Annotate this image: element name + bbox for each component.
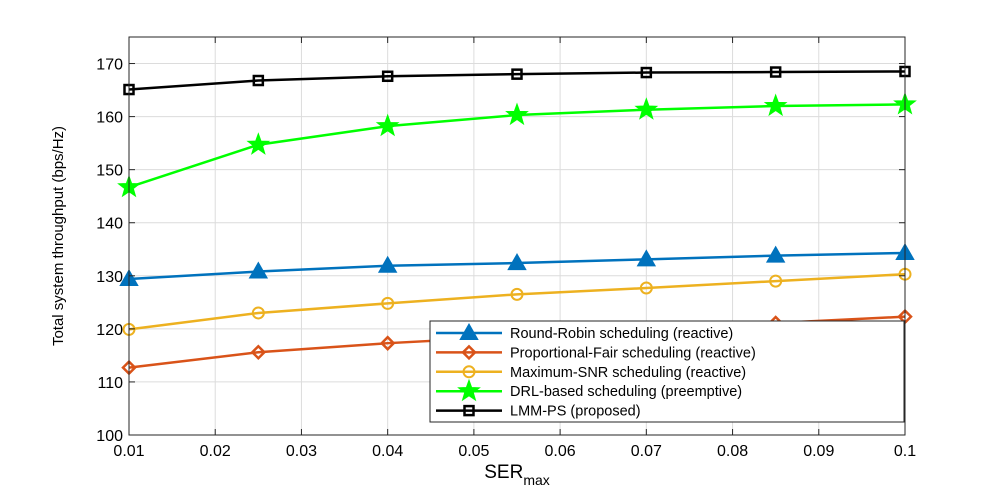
legend-label: LMM-PS (proposed)	[510, 404, 641, 420]
x-tick-label: 0.1	[894, 443, 916, 460]
data-point	[769, 274, 783, 288]
y-tick-label: 140	[96, 216, 123, 233]
legend: Round-Robin scheduling (reactive) Proport…	[429, 320, 905, 423]
y-tick-label: 100	[96, 428, 123, 445]
data-point	[381, 70, 394, 83]
series-4	[117, 91, 917, 198]
x-tick-label: 0.03	[286, 443, 317, 460]
y-tick-label: 160	[96, 110, 123, 127]
legend-label: Round-Robin scheduling (reactive)	[510, 326, 733, 342]
data-point	[375, 113, 400, 137]
y-tick-label: 110	[97, 375, 123, 392]
data-point	[511, 68, 523, 80]
legend-label: DRL-based scheduling (preemptive)	[510, 384, 742, 400]
legend-marker	[457, 378, 481, 402]
legend-marker	[461, 344, 477, 361]
data-point	[636, 249, 657, 267]
x-axis-label-main: SER	[484, 462, 523, 483]
legend-marker	[459, 322, 479, 340]
data-point	[639, 281, 653, 295]
x-tick-label: 0.06	[545, 443, 576, 460]
axis-ticks: 0.01 0.02 0.03 0.04 0.05 0.06 0.07 0.08 0.09 0.1 1…	[96, 37, 916, 460]
x-tick-label: 0.01	[113, 443, 144, 460]
legend-entry: DRL-based scheduling (preemptive)	[436, 378, 742, 402]
x-tick-label: 0.04	[372, 443, 403, 460]
data-point	[634, 97, 659, 120]
series-5	[123, 65, 911, 96]
x-tick-label: 0.05	[458, 443, 489, 460]
data-point	[769, 66, 782, 78]
data-point	[505, 102, 529, 126]
y-axis-label: Total system throughput (bps/Hz)	[50, 126, 67, 346]
plot-frame	[128, 36, 906, 436]
series-line	[128, 70, 906, 91]
data-point	[510, 287, 524, 301]
data-point	[251, 306, 265, 320]
y-tick-label: 150	[96, 163, 123, 180]
data-point	[252, 74, 265, 87]
series-3	[122, 267, 912, 336]
data-point	[765, 245, 786, 263]
y-tick-label: 130	[96, 269, 123, 286]
legend-marker	[462, 365, 476, 379]
data-point	[640, 66, 653, 79]
legend-label: Maximum-SNR scheduling (reactive)	[510, 365, 746, 381]
data-point	[377, 255, 398, 273]
x-tick-label: 0.08	[717, 443, 748, 460]
x-tick-label: 0.07	[631, 443, 662, 460]
legend-box	[429, 320, 905, 423]
data-point	[248, 261, 269, 279]
data-point	[250, 344, 267, 360]
legend-entry: Proportional-Fair scheduling (reactive)	[436, 344, 756, 361]
legend-entry: Round-Robin scheduling (reactive)	[436, 322, 733, 342]
data-point	[763, 93, 788, 117]
series-1	[119, 242, 915, 286]
legend-marker	[463, 404, 475, 417]
legend-label: Proportional-Fair scheduling (reactive)	[510, 345, 756, 361]
data-point	[381, 296, 395, 310]
legend-entry: LMM-PS (proposed)	[436, 404, 641, 420]
y-tick-label: 170	[96, 57, 123, 74]
x-tick-label: 0.09	[803, 443, 834, 460]
x-tick-label: 0.02	[200, 443, 231, 460]
legend-entry: Maximum-SNR scheduling (reactive)	[436, 365, 746, 381]
x-axis-label: SERmax	[484, 462, 550, 488]
data-point	[507, 253, 527, 271]
x-axis-label-subscript: max	[523, 472, 549, 488]
data-point	[379, 335, 396, 351]
series-line	[128, 272, 906, 331]
y-tick-label: 120	[96, 322, 123, 339]
data-point	[246, 132, 271, 155]
